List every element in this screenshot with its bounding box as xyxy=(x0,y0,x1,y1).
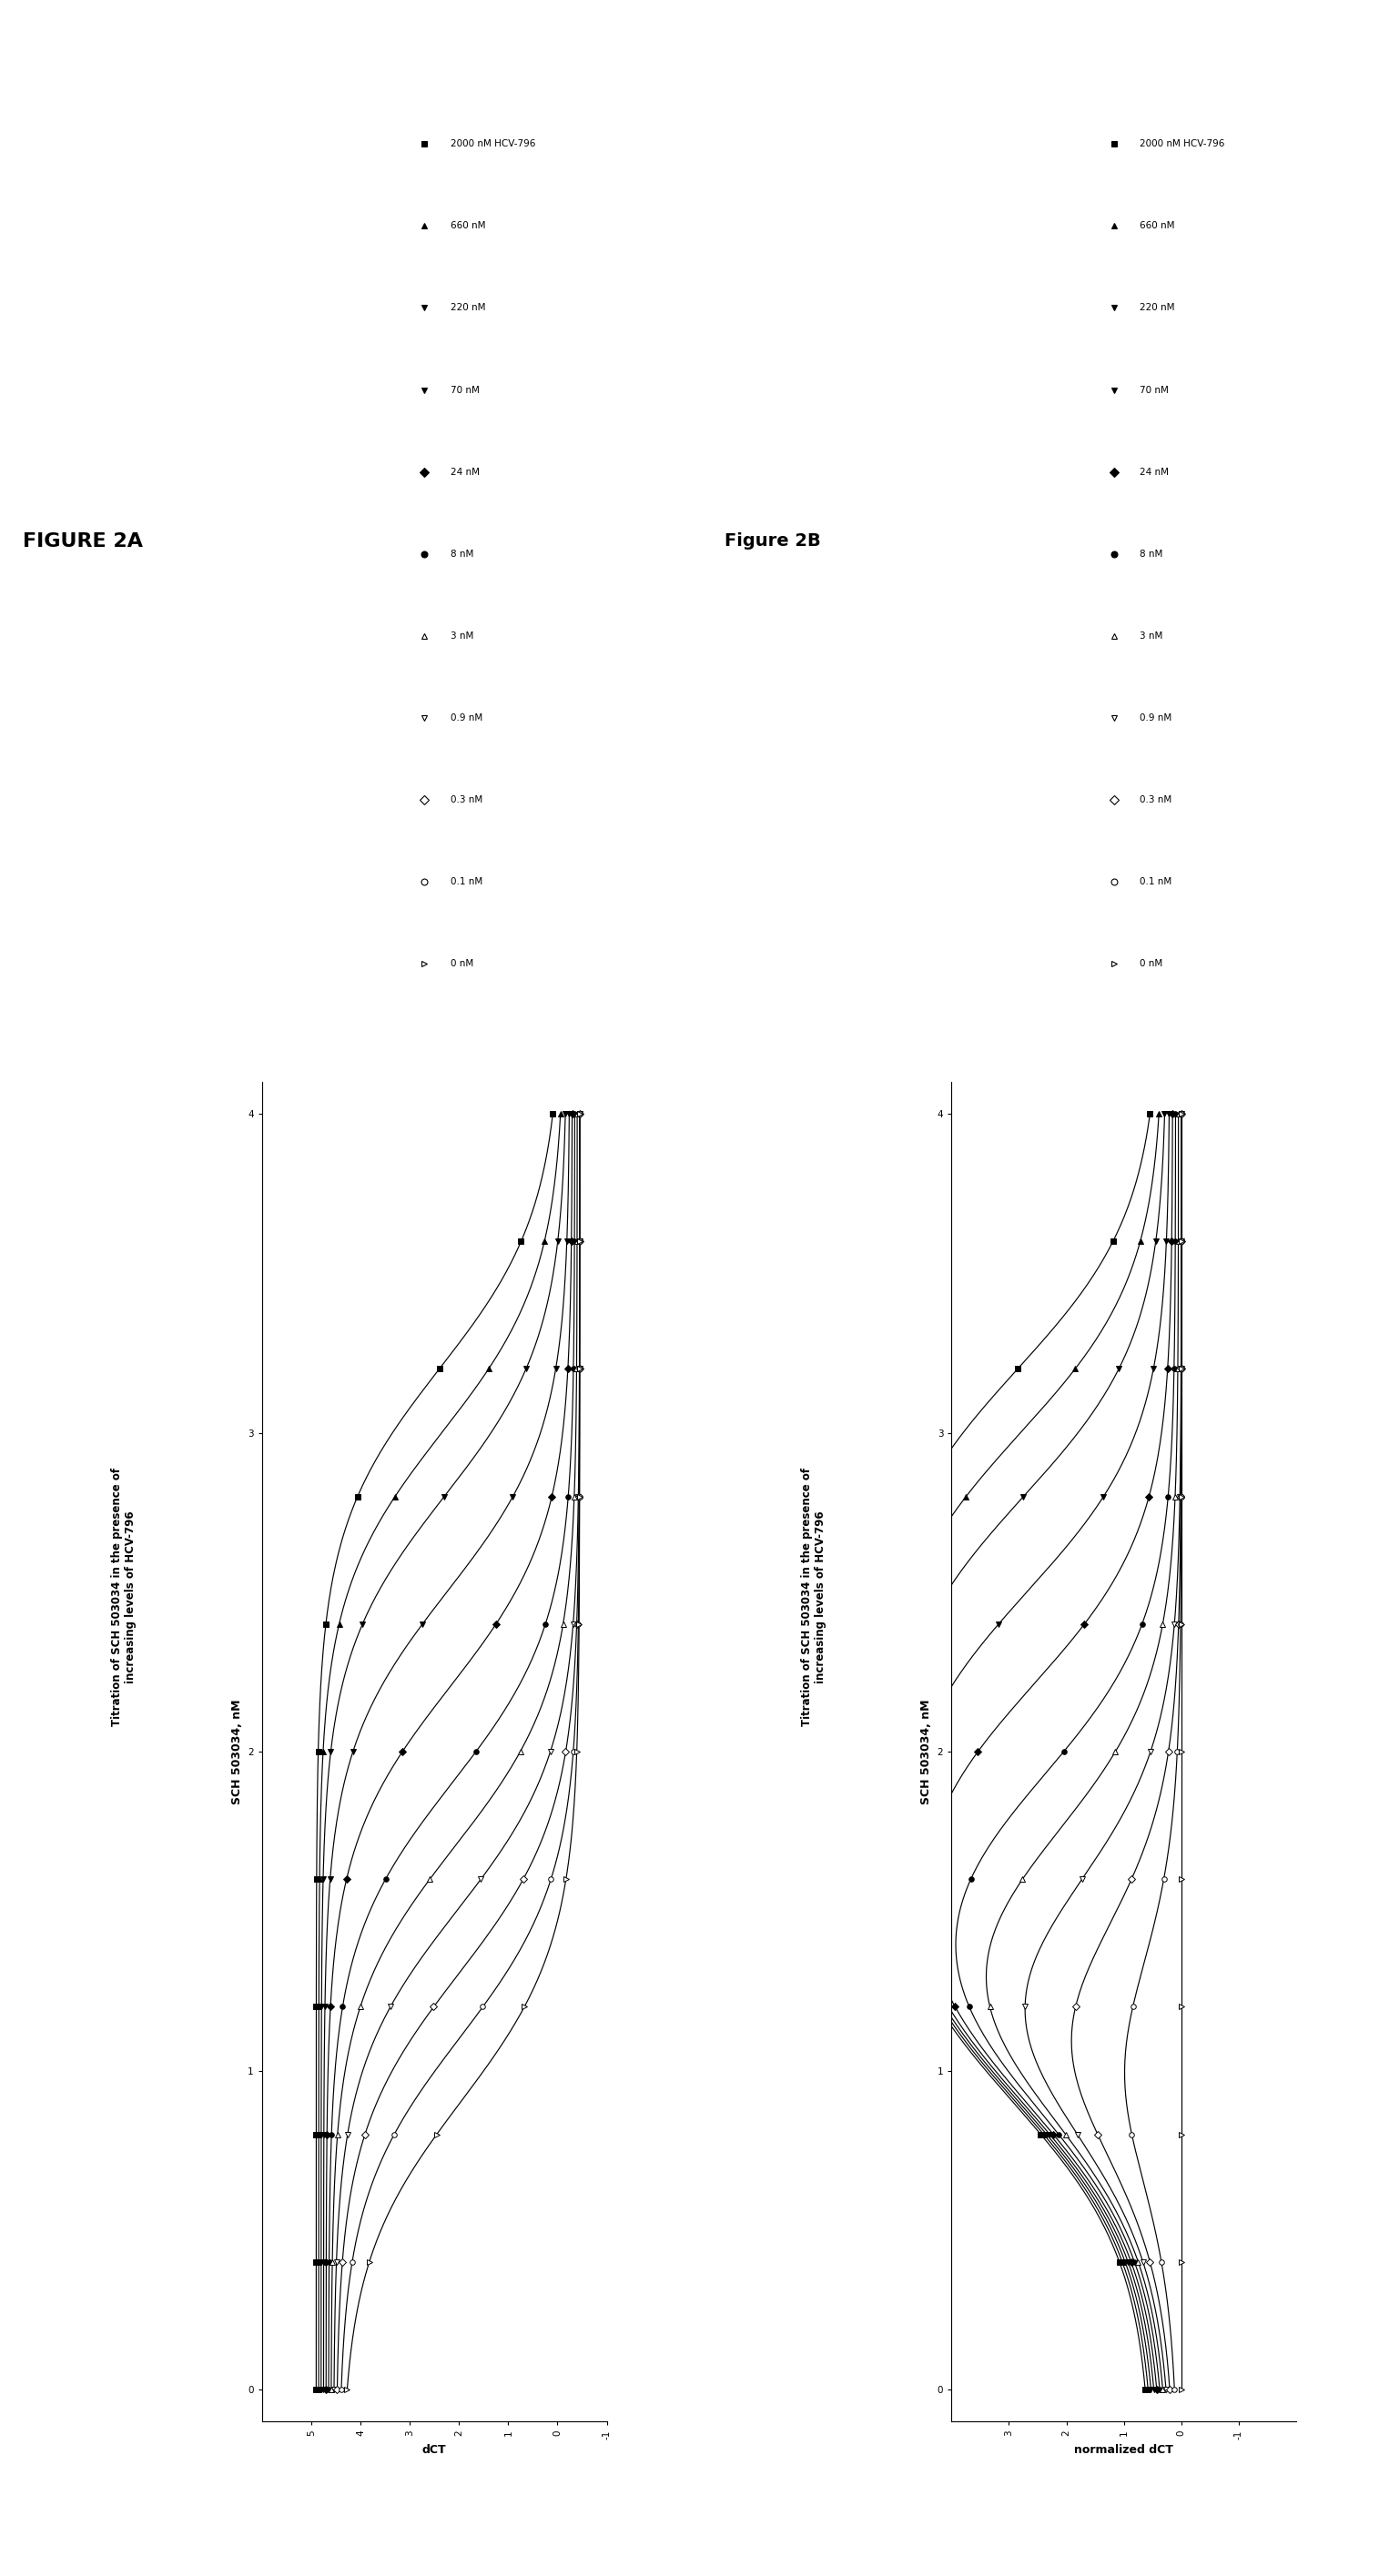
Text: 0.1 nM: 0.1 nM xyxy=(451,878,483,886)
Text: 8 nM: 8 nM xyxy=(451,549,473,559)
Text: 0 nM: 0 nM xyxy=(1140,958,1162,969)
Y-axis label: SCH 503034, nM: SCH 503034, nM xyxy=(920,1700,932,1803)
Text: Titration of SCH 503034 in the presence of
increasing levels of HCV-796: Titration of SCH 503034 in the presence … xyxy=(112,1468,137,1726)
Text: 0.9 nM: 0.9 nM xyxy=(451,714,483,721)
Text: 220 nM: 220 nM xyxy=(1140,304,1175,312)
Text: 70 nM: 70 nM xyxy=(451,386,480,394)
Text: Titration of SCH 503034 in the presence of
increasing levels of HCV-796: Titration of SCH 503034 in the presence … xyxy=(801,1468,826,1726)
Text: 3 nM: 3 nM xyxy=(1140,631,1162,641)
Text: FIGURE 2A: FIGURE 2A xyxy=(22,531,143,551)
Text: 2000 nM HCV-796: 2000 nM HCV-796 xyxy=(451,139,535,149)
X-axis label: normalized dCT: normalized dCT xyxy=(1074,2445,1174,2455)
X-axis label: dCT: dCT xyxy=(422,2445,447,2455)
Text: 3 nM: 3 nM xyxy=(451,631,473,641)
Text: 70 nM: 70 nM xyxy=(1140,386,1169,394)
Text: 660 nM: 660 nM xyxy=(451,222,485,229)
Text: 24 nM: 24 nM xyxy=(451,466,480,477)
Text: 0 nM: 0 nM xyxy=(451,958,473,969)
Text: 8 nM: 8 nM xyxy=(1140,549,1162,559)
Text: 2000 nM HCV-796: 2000 nM HCV-796 xyxy=(1140,139,1225,149)
Text: 0.1 nM: 0.1 nM xyxy=(1140,878,1172,886)
Text: Figure 2B: Figure 2B xyxy=(724,533,821,549)
Text: 0.3 nM: 0.3 nM xyxy=(1140,796,1172,804)
Text: 0.9 nM: 0.9 nM xyxy=(1140,714,1172,721)
Text: 0.3 nM: 0.3 nM xyxy=(451,796,483,804)
Text: 660 nM: 660 nM xyxy=(1140,222,1175,229)
Y-axis label: SCH 503034, nM: SCH 503034, nM xyxy=(230,1700,243,1803)
Text: 24 nM: 24 nM xyxy=(1140,466,1169,477)
Text: 220 nM: 220 nM xyxy=(451,304,485,312)
